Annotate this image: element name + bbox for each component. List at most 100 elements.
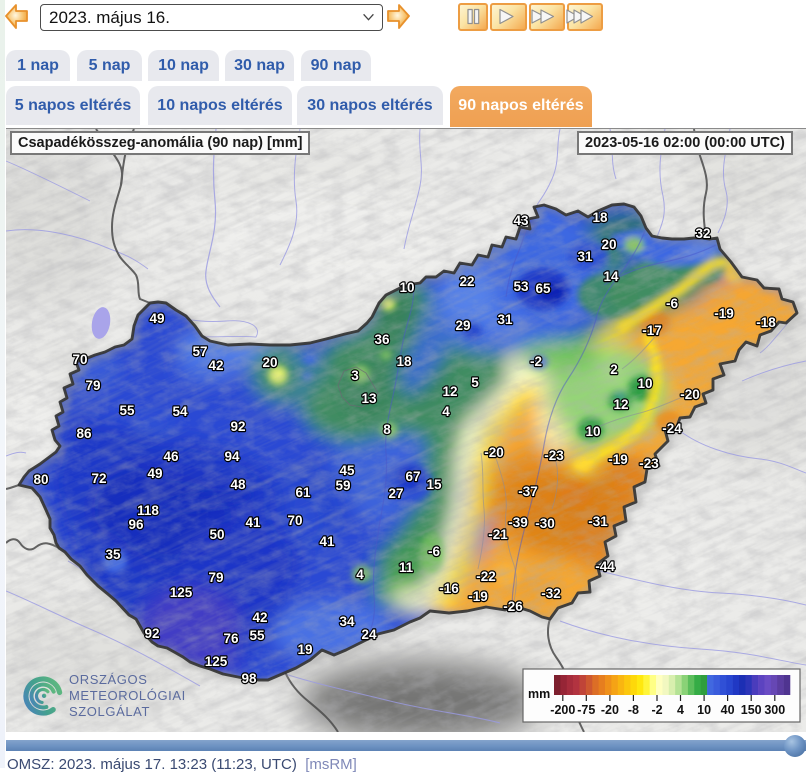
svg-text:59: 59: [335, 478, 350, 493]
svg-text:24: 24: [361, 627, 377, 642]
svg-text:54: 54: [172, 404, 188, 419]
svg-text:34: 34: [339, 614, 355, 629]
svg-text:19: 19: [297, 642, 312, 657]
svg-text:31: 31: [577, 249, 593, 264]
svg-text:-75: -75: [577, 703, 595, 717]
svg-text:-24: -24: [662, 421, 682, 436]
svg-text:13: 13: [361, 391, 377, 406]
svg-text:2: 2: [610, 362, 618, 377]
svg-text:118: 118: [137, 503, 159, 518]
svg-text:300: 300: [764, 703, 785, 717]
svg-text:67: 67: [405, 469, 420, 484]
svg-text:-23: -23: [639, 456, 659, 471]
svg-text:-21: -21: [488, 527, 508, 542]
svg-text:4: 4: [442, 404, 450, 419]
svg-text:-26: -26: [503, 599, 523, 614]
svg-text:SZOLGÁLAT: SZOLGÁLAT: [69, 704, 150, 719]
svg-text:12: 12: [613, 397, 628, 412]
svg-text:-32: -32: [541, 586, 561, 601]
svg-text:55: 55: [249, 628, 265, 643]
svg-text:mm: mm: [528, 687, 550, 701]
svg-text:79: 79: [85, 378, 100, 393]
svg-text:70: 70: [287, 513, 302, 528]
svg-text:35: 35: [105, 547, 121, 562]
svg-text:-23: -23: [544, 448, 564, 463]
svg-text:10: 10: [399, 280, 414, 295]
svg-text:41: 41: [245, 515, 261, 530]
svg-text:18: 18: [396, 354, 412, 369]
svg-text:41: 41: [319, 534, 335, 549]
svg-text:-20: -20: [601, 703, 619, 717]
svg-text:20: 20: [262, 355, 277, 370]
svg-text:-6: -6: [428, 544, 440, 559]
svg-text:29: 29: [455, 318, 470, 333]
svg-text:32: 32: [695, 226, 710, 241]
svg-text:27: 27: [388, 486, 403, 501]
svg-text:10: 10: [585, 424, 600, 439]
svg-text:46: 46: [163, 449, 179, 464]
svg-text:14: 14: [603, 269, 619, 284]
svg-text:METEOROLÓGIAI: METEOROLÓGIAI: [69, 688, 186, 703]
svg-text:57: 57: [192, 344, 207, 359]
svg-text:92: 92: [144, 626, 159, 641]
svg-text:-39: -39: [508, 515, 528, 530]
svg-text:5: 5: [471, 375, 479, 390]
svg-text:-31: -31: [588, 514, 608, 529]
svg-text:-19: -19: [714, 306, 734, 321]
svg-text:65: 65: [535, 281, 551, 296]
svg-text:55: 55: [119, 403, 135, 418]
svg-text:53: 53: [513, 279, 529, 294]
svg-text:-8: -8: [628, 703, 639, 717]
svg-text:11: 11: [399, 560, 414, 575]
svg-text:150: 150: [741, 703, 762, 717]
svg-text:-30: -30: [535, 516, 555, 531]
svg-text:86: 86: [76, 426, 92, 441]
svg-text:92: 92: [230, 419, 245, 434]
svg-text:49: 49: [149, 311, 164, 326]
svg-text:96: 96: [128, 517, 144, 532]
svg-text:70: 70: [72, 352, 87, 367]
svg-text:-44: -44: [595, 559, 615, 574]
svg-text:45: 45: [339, 463, 355, 478]
svg-text:4: 4: [356, 567, 364, 582]
svg-text:-2: -2: [651, 703, 662, 717]
svg-text:18: 18: [592, 210, 608, 225]
svg-text:-18: -18: [756, 315, 776, 330]
svg-text:98: 98: [241, 671, 257, 686]
svg-text:31: 31: [497, 312, 513, 327]
svg-text:50: 50: [209, 527, 224, 542]
svg-text:20: 20: [601, 237, 616, 252]
svg-text:-16: -16: [439, 581, 459, 596]
svg-text:42: 42: [252, 610, 267, 625]
svg-text:72: 72: [91, 471, 106, 486]
svg-text:-37: -37: [518, 484, 538, 499]
svg-text:79: 79: [208, 570, 223, 585]
svg-text:-20: -20: [484, 445, 504, 460]
svg-text:4: 4: [677, 703, 684, 717]
svg-text:36: 36: [374, 332, 390, 347]
svg-text:94: 94: [224, 449, 240, 464]
svg-text:43: 43: [513, 213, 529, 228]
svg-text:22: 22: [459, 274, 474, 289]
svg-text:-19: -19: [468, 589, 488, 604]
svg-text:76: 76: [223, 631, 239, 646]
svg-text:-22: -22: [476, 569, 496, 584]
svg-text:40: 40: [721, 703, 735, 717]
svg-text:48: 48: [230, 477, 246, 492]
svg-text:49: 49: [147, 466, 162, 481]
svg-text:3: 3: [351, 368, 359, 383]
svg-text:125: 125: [170, 585, 193, 600]
svg-text:80: 80: [33, 472, 48, 487]
svg-text:-6: -6: [666, 296, 678, 311]
svg-text:-2: -2: [530, 354, 542, 369]
svg-text:ORSZÁGOS: ORSZÁGOS: [69, 672, 147, 687]
svg-text:15: 15: [426, 477, 442, 492]
svg-text:-20: -20: [680, 387, 700, 402]
svg-text:-17: -17: [642, 323, 662, 338]
svg-text:61: 61: [295, 485, 311, 500]
svg-text:-19: -19: [608, 452, 628, 467]
svg-text:42: 42: [208, 358, 223, 373]
svg-text:10: 10: [697, 703, 711, 717]
svg-text:8: 8: [383, 422, 391, 437]
svg-text:-200: -200: [550, 703, 575, 717]
